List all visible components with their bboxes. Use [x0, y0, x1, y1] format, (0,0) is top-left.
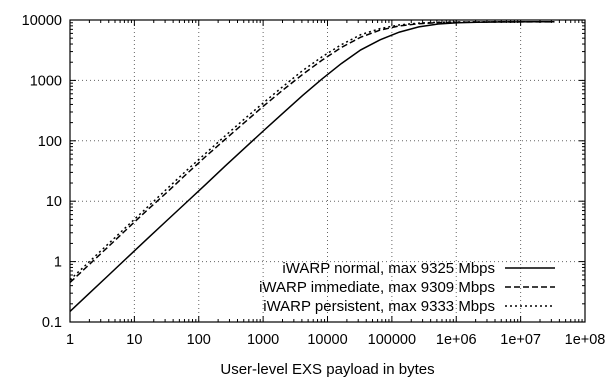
series-group — [69, 21, 555, 312]
x-tick-label: 100000 — [368, 332, 416, 348]
x-tick-label: 1e+07 — [500, 332, 541, 348]
series-line-dotted — [69, 21, 555, 281]
x-axis-label: User-level EXS payload in bytes — [220, 361, 434, 378]
y-tick-label: 10000 — [22, 13, 62, 29]
x-tick-label: 1e+06 — [436, 332, 477, 348]
x-tick-label: 10 — [126, 332, 142, 348]
axes: 1 10 100 1000 10000 100000 1e+06 1e+07 1e+080.11… — [22, 13, 606, 348]
y-tick-label: 10 — [46, 194, 62, 210]
x-tick-label: 100 — [187, 332, 211, 348]
legend: iWARP normal, max 9325 Mbps iWARP immedia… — [259, 260, 555, 315]
x-tick-label: 1 — [66, 332, 74, 348]
x-tick-label: 1000 — [247, 332, 279, 348]
legend-label: iWARP persistent, max 9333 Mbps — [263, 298, 495, 315]
y-tick-label: 1000 — [30, 73, 62, 89]
x-tick-label: 10000 — [307, 332, 347, 348]
plot-frame — [69, 19, 586, 323]
legend-label: iWARP immediate, max 9309 Mbps — [259, 279, 495, 296]
y-tick-label: 100 — [38, 134, 62, 150]
y-tick-label: 0.1 — [42, 315, 62, 331]
x-tick-label: 1e+08 — [565, 332, 606, 348]
legend-label: iWARP normal, max 9325 Mbps — [282, 260, 495, 277]
y-tick-label: 1 — [54, 255, 62, 271]
